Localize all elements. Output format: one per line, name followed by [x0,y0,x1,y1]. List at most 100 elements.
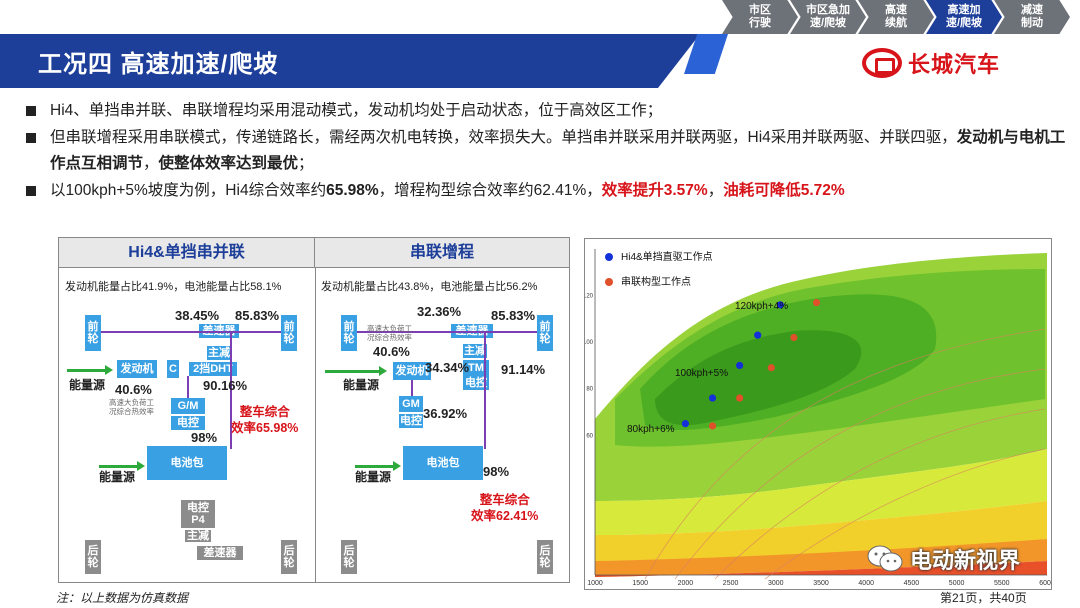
right-front-wheel-right: 前 轮 [537,315,553,351]
left-front-axle-line [101,331,281,333]
right-engine: 发动机 [393,362,431,380]
contour-band-lower-4 [595,561,1047,577]
left-rear-wheel-right: 后 轮 [281,540,297,574]
stage-1[interactable]: 市区 行驶 [722,0,798,34]
bullet-2-bold-2: 使整体效率达到最优 [158,155,299,172]
point-s0-0 [681,420,689,428]
bullet-2-text-c: ； [298,155,314,172]
logo-text: 长城汽车 [908,52,1001,77]
right-value-40-6: 40.6% [373,344,410,359]
right-rear-wheel: 后 轮 [341,540,357,574]
left-front-wheel-right: 前 轮 [281,315,297,351]
x-tick-2500: 2500 [723,580,739,587]
right-panel-header: 串联增程 [315,238,569,268]
bullet-square-icon [26,185,36,196]
contour-band-lower-2 [595,501,1047,561]
right-main-reducer: 主减 [463,344,487,358]
left-value-38-45: 38.45% [175,308,220,323]
stage-3[interactable]: 高速 续航 [858,0,934,34]
bullet-2-bold: 发动机与电机工作点互相调节 [50,128,1066,173]
left-value-85-83: 85.83% [235,308,280,323]
bullet-2-text-a: 但串联增程采用串联模式，传递链路长，需经两次机电转换，效率损失大。单挡串并联采用… [50,128,957,146]
x-tick-4000: 4000 [858,580,874,587]
left-rear-controller-p4: 电控 P4 [181,500,215,528]
left-battery: 电池包 [147,446,227,480]
legend-marker-1 [605,278,613,286]
footnote: 注：以上数据为仿真数据 [56,591,189,605]
bullet-3-red-2: 油耗可降低5.72% [723,181,845,199]
x-tick-3500: 3500 [813,580,829,587]
bullet-3-bold: 65.98% [326,181,379,199]
bullet-3-text-a: 以100kph+5%坡度为例，Hi4综合效率约 [50,181,327,199]
right-energy-source-2: 能量源 [355,470,392,484]
left-engine: 发动机 [117,360,157,378]
right-value-36-92: 36.92% [423,406,468,421]
right-vertical-flow-line [484,331,486,449]
left-value-90-16: 90.16% [203,378,248,393]
right-gm: GM [399,396,423,412]
bullet-square-icon [26,132,36,143]
contour-band-lower-1 [595,449,1047,535]
point-s0-1 [708,394,717,402]
legend-marker-0 [605,253,613,261]
efficiency-map-svg: 1000 1500 2000 2500 3000 3500 4000 4500 5000 5500… [583,249,1055,587]
page-title: 工况四 高速加速/爬坡 [38,51,279,78]
left-energy-arrow-1 [67,365,113,375]
stage-4-active[interactable]: 高速加 速/爬坡 [926,0,1002,34]
y-tick-60: 60 [586,433,593,439]
x-tick-1500: 1500 [632,580,648,587]
wechat-watermark: 电动新视界 [866,543,1020,575]
stage-2[interactable]: 市区急加 速/爬坡 [790,0,866,34]
watermark-text: 电动新视界 [910,548,1021,573]
right-gm-controller: 电控 [399,414,423,428]
bullet-2: 但串联增程采用串联模式，传递链路长，需经两次机电转换，效率损失大。单挡串并联采用… [22,125,1067,178]
page-number: 第21页，共40页 [940,591,1027,605]
left-clutch: C [167,360,179,378]
bullet-1: Hi4、单挡串并联、串联增程均采用混动模式，发动机均处于启动状态，位于高效区工作… [22,98,1067,125]
point-s1-0 [708,422,717,430]
point-s1-1 [736,394,744,402]
right-gm-link-line [411,380,413,396]
x-tick-4500: 4500 [904,580,920,587]
x-tick-3000: 3000 [768,580,784,587]
left-vehicle-efficiency: 整车综合 效率65.98% [231,405,299,435]
point-s0-4 [776,301,784,309]
left-panel-header: Hi4&单挡串并联 [59,238,315,268]
left-gearbox: 2挡DHT [189,362,237,376]
left-rear-wheel: 后 轮 [85,540,101,574]
stage-5[interactable]: 减速 制动 [994,0,1070,34]
right-energy-arrow-2 [355,461,401,471]
left-controller: 电控 [171,416,205,430]
right-small-note: 高速大负荷工 况综合热效率 [367,324,412,342]
point-s1-2 [767,364,775,372]
right-energy-ratio: 发动机能量占比43.8%，电池能量占比56.2% [321,281,538,293]
y-tick-120: 120 [585,294,594,300]
left-rear-main-reducer: 主减 [185,530,211,542]
right-tm: TM [463,360,489,376]
right-value-91-14: 91.14% [501,362,546,377]
annotation-80kph: 80kph+6% [627,424,675,435]
left-small-note: 高速大负荷工 况综合热效率 [109,398,154,416]
right-value-85-83: 85.83% [491,308,536,323]
contour-band-4 [655,330,862,426]
left-gm-link-line [187,376,189,398]
annotation-100kph: 100kph+5% [675,368,728,379]
brand-logo: 长城汽车 [862,47,1000,79]
left-main-reducer: 主减 [207,346,231,360]
annotation-120kph: 120kph+4% [735,301,788,312]
bullet-3-text-c: ， [707,181,724,199]
left-rear-differential: 差速器 [197,546,243,560]
bullet-1-text: Hi4、单挡串并联、串联增程均采用混动模式，发动机均处于启动状态，位于高效区工作… [50,102,663,119]
left-vertical-flow-line [230,331,232,449]
great-wall-logo-icon [862,48,902,78]
x-tick-1000: 1000 [587,580,603,587]
bullet-3-red-1: 效率提升3.57% [601,181,708,199]
title-band [0,34,700,88]
y-tick-80: 80 [586,387,593,393]
y-tick-labels: 60 80 100 120 [583,294,594,440]
contour-band-lower-3 [595,539,1047,577]
right-value-34-34: 34.34% [425,360,470,375]
x-tick-5000: 5000 [949,580,965,587]
